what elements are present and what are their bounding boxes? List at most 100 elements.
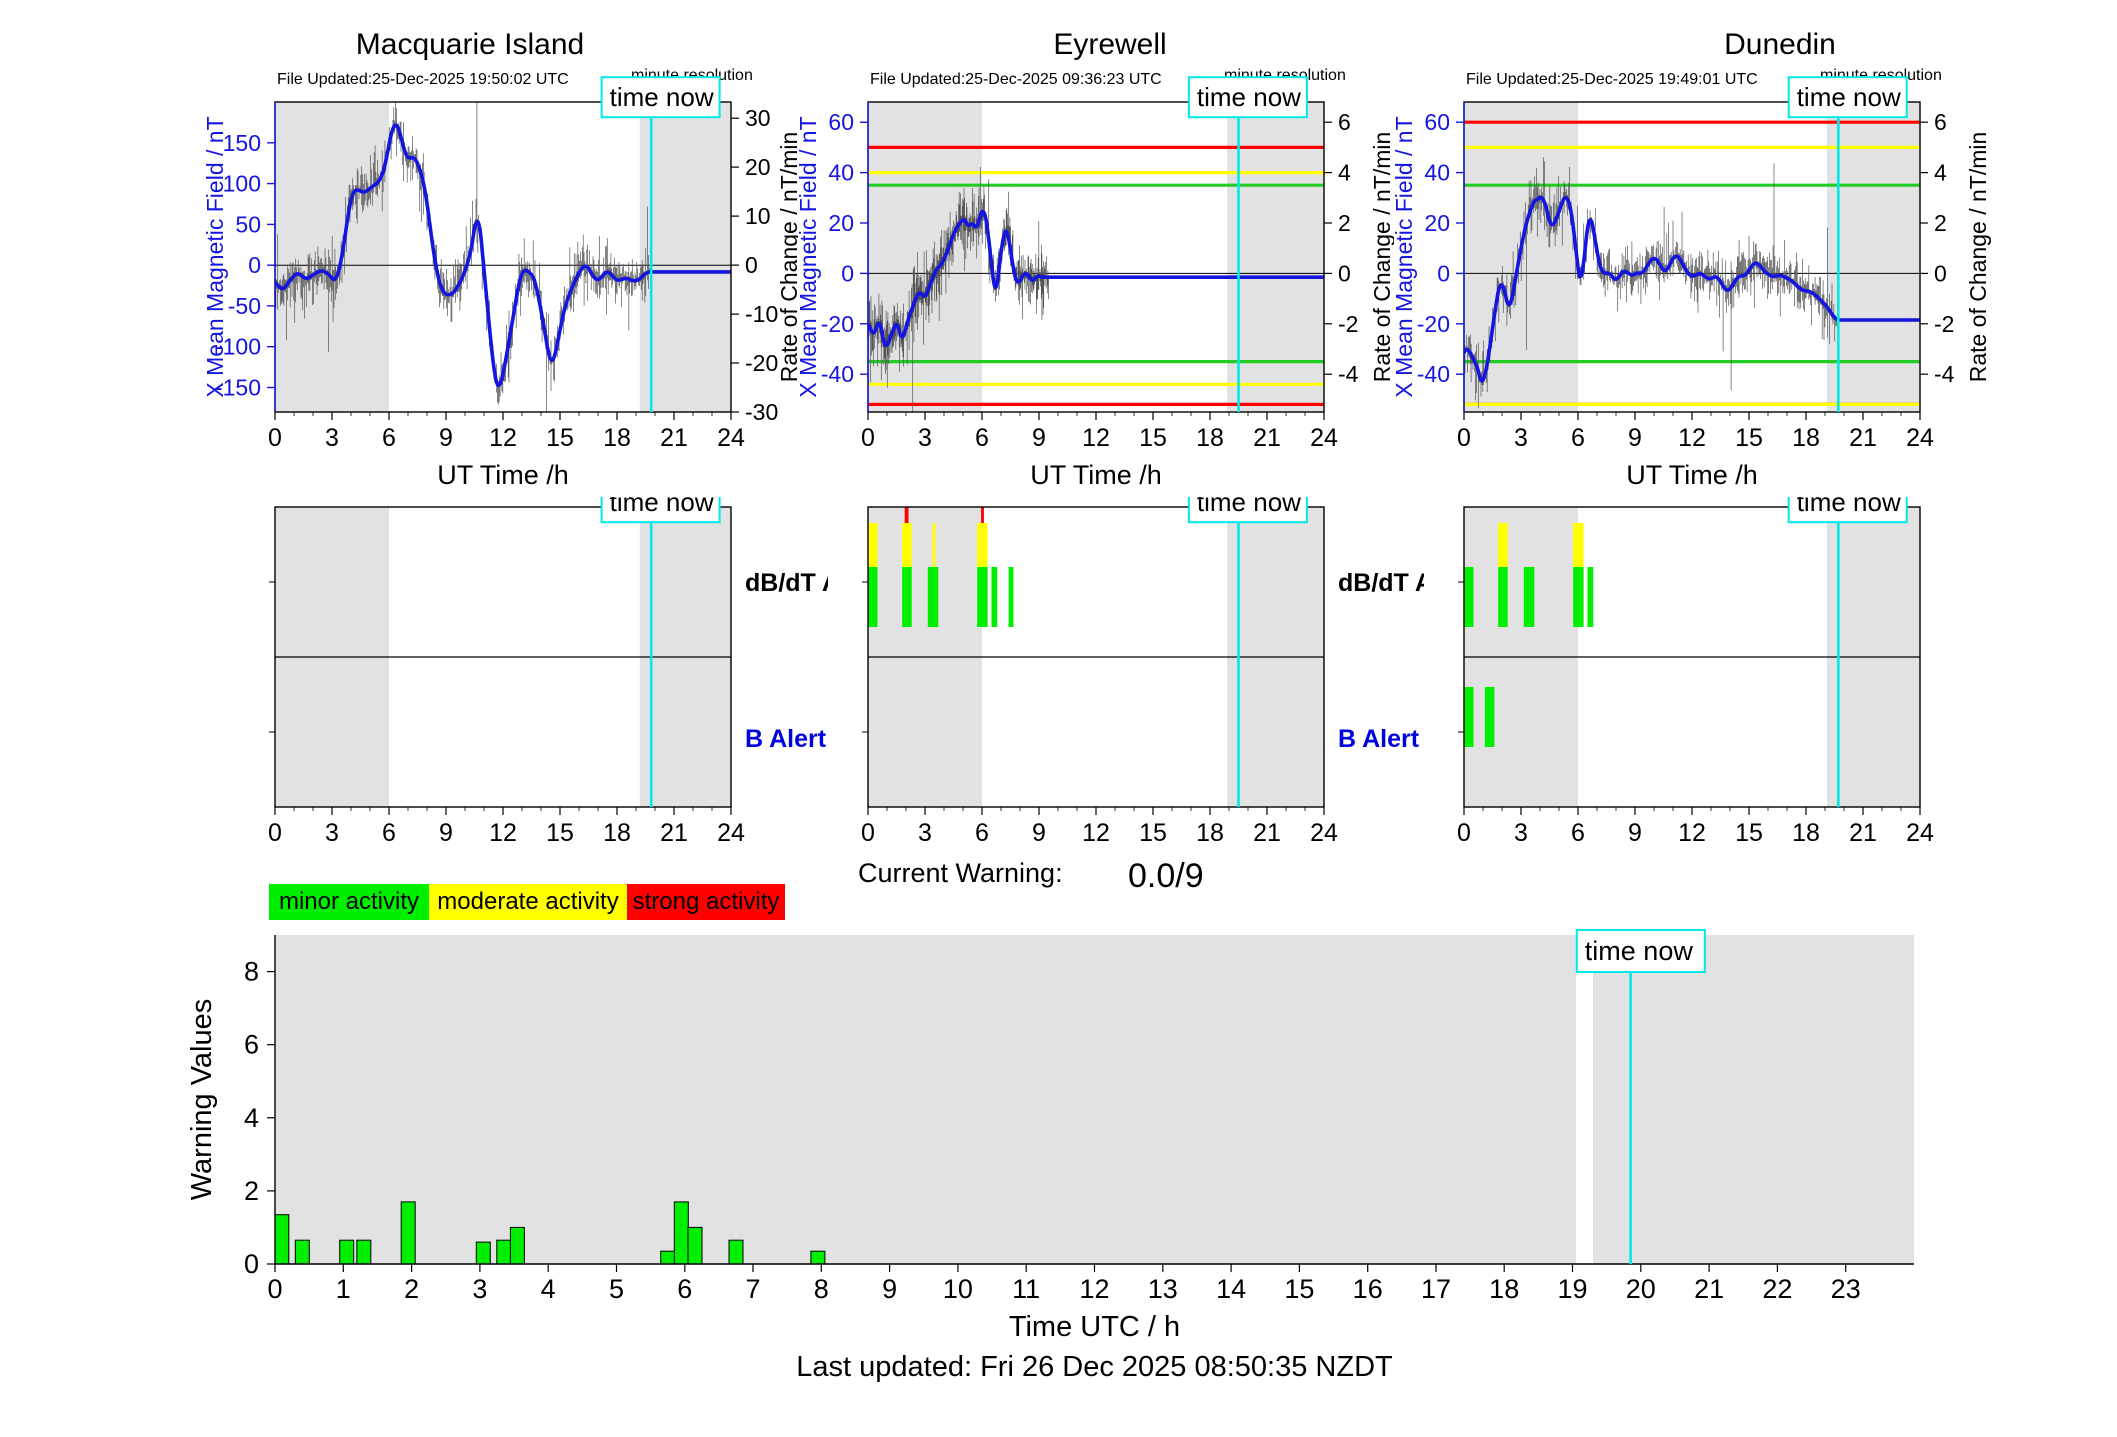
svg-text:-20: -20 xyxy=(745,350,778,376)
svg-text:6: 6 xyxy=(1571,819,1585,847)
svg-text:6: 6 xyxy=(382,424,396,452)
svg-text:6: 6 xyxy=(1934,109,1947,135)
svg-text:21: 21 xyxy=(1849,819,1877,847)
svg-text:12: 12 xyxy=(1082,819,1110,847)
svg-text:13: 13 xyxy=(1148,1274,1178,1304)
svg-text:24: 24 xyxy=(1310,819,1338,847)
svg-text:X Mean Magnetic Field / nT: X Mean Magnetic Field / nT xyxy=(205,116,228,397)
svg-text:4: 4 xyxy=(541,1274,556,1304)
svg-text:File Updated:25-Dec-2025 19:50: File Updated:25-Dec-2025 19:50:02 UTC xyxy=(277,71,569,88)
svg-text:time now: time now xyxy=(610,497,714,517)
svg-text:9: 9 xyxy=(882,1274,897,1304)
svg-text:-50: -50 xyxy=(228,293,261,319)
svg-text:3: 3 xyxy=(472,1274,487,1304)
svg-text:0: 0 xyxy=(1457,424,1471,452)
svg-text:0: 0 xyxy=(1934,260,1947,286)
svg-text:-40: -40 xyxy=(821,361,854,387)
svg-text:18: 18 xyxy=(603,424,631,452)
svg-text:12: 12 xyxy=(489,819,517,847)
svg-text:0: 0 xyxy=(841,260,854,286)
svg-text:9: 9 xyxy=(439,424,453,452)
svg-text:18: 18 xyxy=(1196,424,1224,452)
svg-text:8: 8 xyxy=(244,957,259,987)
svg-text:3: 3 xyxy=(1514,819,1528,847)
svg-text:0: 0 xyxy=(1437,260,1450,286)
svg-text:Rate of Change / nT/min: Rate of Change / nT/min xyxy=(1965,132,1991,383)
svg-text:time now: time now xyxy=(1797,82,1901,112)
svg-text:9: 9 xyxy=(1628,424,1642,452)
svg-text:22: 22 xyxy=(1762,1274,1792,1304)
svg-text:6: 6 xyxy=(975,424,989,452)
svg-text:1: 1 xyxy=(336,1274,351,1304)
svg-text:6: 6 xyxy=(244,1030,259,1060)
svg-text:24: 24 xyxy=(717,819,745,847)
svg-text:time now: time now xyxy=(610,82,714,112)
svg-text:File Updated:25-Dec-2025 09:36: File Updated:25-Dec-2025 09:36:23 UTC xyxy=(870,71,1162,88)
svg-text:100: 100 xyxy=(223,171,261,197)
svg-text:0: 0 xyxy=(244,1249,259,1279)
svg-text:21: 21 xyxy=(1694,1274,1724,1304)
svg-text:Warning Values: Warning Values xyxy=(186,999,218,1201)
svg-text:11: 11 xyxy=(1012,1274,1040,1304)
svg-text:18: 18 xyxy=(1489,1274,1519,1304)
svg-text:7: 7 xyxy=(745,1274,760,1304)
svg-text:6: 6 xyxy=(382,819,396,847)
svg-text:0: 0 xyxy=(1338,260,1351,286)
svg-text:File Updated:25-Dec-2025 19:49: File Updated:25-Dec-2025 19:49:01 UTC xyxy=(1466,71,1758,88)
svg-text:-2: -2 xyxy=(1934,311,1954,337)
svg-text:0: 0 xyxy=(248,252,261,278)
svg-text:40: 40 xyxy=(828,160,854,186)
svg-text:8: 8 xyxy=(814,1274,829,1304)
svg-text:24: 24 xyxy=(1310,424,1338,452)
svg-text:UT Time /h: UT Time /h xyxy=(437,460,569,490)
svg-text:15: 15 xyxy=(1735,424,1763,452)
svg-text:-30: -30 xyxy=(745,399,778,425)
svg-text:20: 20 xyxy=(1626,1274,1656,1304)
svg-text:20: 20 xyxy=(745,154,771,180)
svg-text:18: 18 xyxy=(1196,819,1224,847)
svg-text:-40: -40 xyxy=(1417,361,1450,387)
svg-text:X Mean Magnetic Field / nT: X Mean Magnetic Field / nT xyxy=(1394,116,1417,397)
svg-text:21: 21 xyxy=(1849,424,1877,452)
svg-text:6: 6 xyxy=(1338,109,1351,135)
svg-text:-10: -10 xyxy=(745,301,778,327)
svg-text:time now: time now xyxy=(1197,497,1301,517)
svg-text:21: 21 xyxy=(1253,819,1281,847)
svg-text:6: 6 xyxy=(975,819,989,847)
svg-text:40: 40 xyxy=(1424,160,1450,186)
svg-text:15: 15 xyxy=(546,424,574,452)
svg-text:21: 21 xyxy=(660,424,688,452)
svg-text:15: 15 xyxy=(1284,1274,1314,1304)
svg-text:21: 21 xyxy=(1253,424,1281,452)
svg-text:18: 18 xyxy=(1792,819,1820,847)
svg-text:Time UTC / h: Time UTC / h xyxy=(1009,1311,1180,1343)
svg-text:-20: -20 xyxy=(1417,311,1450,337)
svg-text:23: 23 xyxy=(1831,1274,1861,1304)
svg-text:B Alert: B Alert xyxy=(1338,725,1420,753)
svg-text:24: 24 xyxy=(1906,424,1934,452)
svg-text:Rate of Change / nT/min: Rate of Change / nT/min xyxy=(1369,132,1395,383)
svg-text:20: 20 xyxy=(828,210,854,236)
svg-text:15: 15 xyxy=(546,819,574,847)
svg-text:9: 9 xyxy=(1628,819,1642,847)
svg-text:time now: time now xyxy=(1197,82,1301,112)
svg-text:time now: time now xyxy=(1585,936,1694,966)
svg-text:Current Warning:: Current Warning: xyxy=(858,858,1063,888)
svg-text:-2: -2 xyxy=(1338,311,1358,337)
svg-text:UT Time /h: UT Time /h xyxy=(1030,460,1162,490)
svg-text:B Alert: B Alert xyxy=(745,725,827,753)
svg-text:12: 12 xyxy=(489,424,517,452)
svg-text:2: 2 xyxy=(1338,210,1351,236)
svg-text:9: 9 xyxy=(439,819,453,847)
svg-text:0.0/9: 0.0/9 xyxy=(1128,857,1204,895)
svg-text:4: 4 xyxy=(244,1103,259,1133)
svg-text:12: 12 xyxy=(1079,1274,1109,1304)
svg-text:150: 150 xyxy=(223,130,261,156)
svg-text:14: 14 xyxy=(1216,1274,1246,1304)
svg-text:3: 3 xyxy=(918,424,932,452)
svg-text:17: 17 xyxy=(1421,1274,1451,1304)
svg-text:Last updated: Fri 26 Dec 2025: Last updated: Fri 26 Dec 2025 08:50:35 N… xyxy=(796,1351,1393,1383)
svg-text:5: 5 xyxy=(609,1274,624,1304)
svg-text:15: 15 xyxy=(1139,819,1167,847)
svg-text:X Mean Magnetic Field / nT: X Mean Magnetic Field / nT xyxy=(798,116,821,397)
